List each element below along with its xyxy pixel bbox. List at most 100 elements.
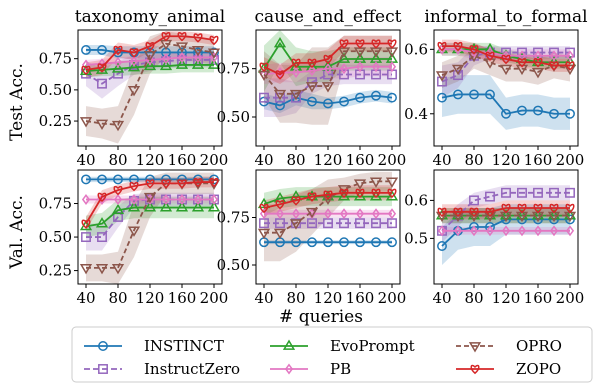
legend-marker xyxy=(470,364,480,375)
legend-marker xyxy=(98,341,108,351)
point-pb xyxy=(339,208,349,220)
point-instinct xyxy=(355,237,365,248)
line-opro xyxy=(263,50,392,95)
y-tick-label: 0.75 xyxy=(217,60,250,78)
point-opro xyxy=(257,228,271,240)
line-zopo xyxy=(442,207,570,213)
point-pb xyxy=(129,194,139,205)
point-instructzero xyxy=(469,195,479,206)
subplot-2: 40 80 120 160 200 0.50 0.75 cause_and_effect xyxy=(217,7,407,169)
x-axis-label: # queries xyxy=(279,307,363,327)
point-evoprompt xyxy=(127,60,141,72)
point-pb xyxy=(549,225,559,237)
point-pb xyxy=(161,53,171,65)
point-zopo xyxy=(533,58,543,68)
point-zopo xyxy=(97,192,107,203)
point-instructzero xyxy=(97,78,107,89)
point-opro xyxy=(273,228,287,240)
point-instinct xyxy=(453,89,463,100)
point-instinct xyxy=(533,105,543,116)
point-instructzero xyxy=(129,195,139,206)
band-evoprompt xyxy=(264,187,392,216)
point-pb xyxy=(371,61,381,73)
band-instinct xyxy=(264,89,392,114)
point-zopo xyxy=(453,207,463,217)
legend-marker xyxy=(284,363,294,375)
point-instructzero xyxy=(437,76,447,87)
x-tick-label: 160 xyxy=(524,151,553,169)
point-opro xyxy=(207,48,221,59)
point-instinct xyxy=(565,108,575,119)
x-tick-label: 120 xyxy=(136,289,165,307)
point-opro xyxy=(369,177,383,188)
point-zopo xyxy=(371,39,381,49)
point-zopo xyxy=(323,190,333,200)
x-tick-label: 40 xyxy=(76,289,95,307)
point-zopo xyxy=(113,185,123,196)
band-opro xyxy=(264,171,392,262)
point-pb xyxy=(113,194,123,205)
line-evoprompt xyxy=(85,64,214,73)
point-zopo xyxy=(517,203,527,214)
point-pb xyxy=(485,47,495,59)
point-pb xyxy=(291,67,301,78)
point-instinct xyxy=(469,89,479,100)
point-zopo xyxy=(371,188,381,198)
point-opro xyxy=(79,117,93,128)
band-instructzero xyxy=(442,185,570,243)
point-evoprompt xyxy=(95,217,109,228)
x-tick-label: 40 xyxy=(254,151,273,169)
legend-marker xyxy=(282,339,296,350)
point-zopo xyxy=(339,188,349,198)
point-evoprompt xyxy=(111,62,125,73)
point-zopo xyxy=(469,207,479,217)
point-pb xyxy=(193,194,203,205)
point-instructzero xyxy=(549,187,559,198)
point-opro xyxy=(273,89,287,101)
point-zopo xyxy=(533,203,543,214)
y-tick-label: 0.25 xyxy=(39,112,72,130)
point-evoprompt xyxy=(531,209,545,220)
legend-label: ZOPO xyxy=(516,360,561,378)
line-zopo xyxy=(263,191,392,209)
point-zopo xyxy=(81,219,91,229)
point-instinct xyxy=(81,45,91,55)
point-zopo xyxy=(339,39,349,49)
point-pb xyxy=(501,50,511,62)
point-opro xyxy=(143,192,157,204)
point-zopo xyxy=(161,32,171,42)
point-pb xyxy=(209,51,219,63)
point-zopo xyxy=(129,181,139,192)
x-tick-label: 80 xyxy=(464,289,483,307)
point-instructzero xyxy=(81,232,91,243)
point-zopo xyxy=(193,177,203,188)
point-opro xyxy=(191,46,205,57)
point-zopo xyxy=(113,45,123,56)
point-zopo xyxy=(501,54,511,65)
point-zopo xyxy=(485,51,495,61)
point-zopo xyxy=(517,58,527,68)
point-instinct xyxy=(517,105,527,116)
point-instinct xyxy=(387,237,397,248)
point-pb xyxy=(387,61,397,73)
point-zopo xyxy=(565,203,575,214)
point-zopo xyxy=(549,61,559,71)
x-tick-label: 160 xyxy=(168,289,197,307)
point-pb xyxy=(177,194,187,205)
point-zopo xyxy=(129,48,139,58)
point-evoprompt xyxy=(127,201,141,212)
point-evoprompt xyxy=(159,201,173,212)
point-instinct xyxy=(355,92,365,103)
point-opro xyxy=(385,177,399,188)
subplot-title: cause_and_effect xyxy=(255,7,402,27)
band-instinct xyxy=(442,75,570,130)
point-pb xyxy=(209,194,219,205)
subplot-title: informal_to_formal xyxy=(424,7,587,27)
point-zopo xyxy=(501,203,511,214)
point-instinct xyxy=(387,92,397,103)
point-pb xyxy=(549,50,559,62)
point-instructzero xyxy=(97,232,107,243)
x-tick-label: 160 xyxy=(346,289,375,307)
subplot-6: 40 80 120 160 200 0.5 0.6 xyxy=(404,169,584,307)
band-zopo xyxy=(86,31,214,78)
